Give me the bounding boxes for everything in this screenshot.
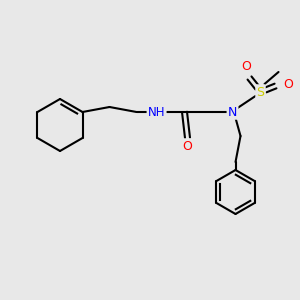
Text: N: N: [228, 106, 237, 118]
Text: O: O: [284, 77, 293, 91]
Text: NH: NH: [148, 106, 165, 118]
Text: O: O: [242, 59, 251, 73]
Text: S: S: [256, 85, 265, 98]
Text: O: O: [183, 140, 193, 152]
